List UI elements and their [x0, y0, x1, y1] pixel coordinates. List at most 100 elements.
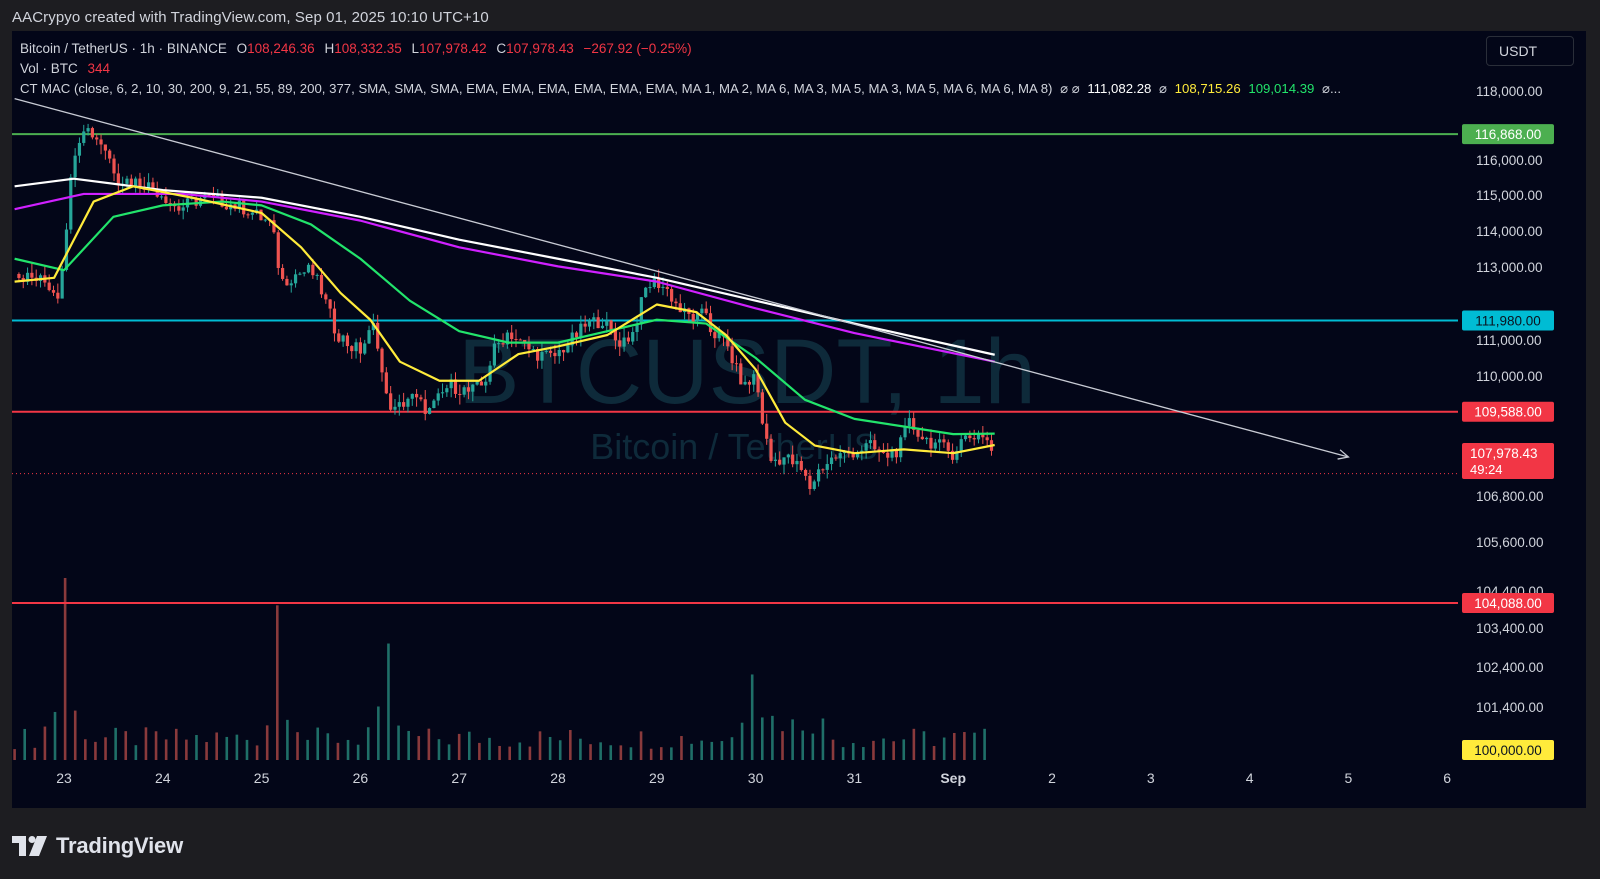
bottom-price-badge-text: 100,000.00	[1474, 743, 1542, 758]
volume-bar	[670, 747, 673, 760]
candle-body	[717, 332, 721, 339]
candle-body	[644, 287, 648, 298]
candle-body	[125, 178, 129, 184]
candle-body	[786, 454, 790, 458]
x-tick-label: 6	[1443, 770, 1451, 786]
volume-bar	[346, 739, 350, 760]
y-tick-label: 113,000.00	[1476, 260, 1543, 275]
volume-bar	[488, 737, 491, 760]
legend-indicator-value-1: 111,082.28	[1087, 81, 1152, 96]
candle-body	[376, 322, 380, 349]
y-tick-label: 110,000.00	[1476, 369, 1543, 384]
level-badge-3-text: 104,088.00	[1474, 596, 1542, 611]
legend-high-label: H	[324, 41, 335, 56]
volume-bar	[690, 743, 693, 760]
volume-bar	[659, 747, 663, 760]
volume-bar	[195, 735, 198, 760]
candle-body	[665, 286, 669, 290]
candle-body	[968, 435, 972, 439]
candle-body	[834, 457, 838, 459]
candle-body	[553, 352, 557, 357]
candle-body	[458, 393, 462, 395]
candle-body	[514, 339, 518, 341]
candle-body	[246, 214, 250, 216]
level-badge-3-bg	[1462, 593, 1554, 613]
volume-bar	[447, 744, 451, 760]
volume-bar	[892, 741, 895, 760]
candle-body	[47, 282, 51, 291]
candle-body	[363, 343, 367, 354]
candle-body	[471, 384, 475, 392]
volume-bar	[114, 727, 117, 760]
volume-bar	[750, 674, 754, 760]
volume-bar	[902, 739, 906, 760]
candle-body	[791, 454, 795, 465]
volume-bar	[104, 737, 107, 760]
candle-body	[747, 381, 752, 385]
y-tick-label: 102,400.00	[1476, 660, 1544, 675]
candle-body	[566, 345, 570, 353]
volume-bar	[255, 745, 259, 760]
candle-body	[194, 198, 198, 206]
candle-body	[946, 442, 950, 451]
legend-indicator-value-2: 108,715.26	[1174, 81, 1241, 96]
legend-change: −267.92 (−0.25%)	[583, 41, 692, 56]
candle-body	[440, 392, 445, 394]
candle-body	[393, 406, 397, 410]
y-tick-label: 106,800.00	[1476, 489, 1544, 504]
y-tick-label: 111,000.00	[1476, 333, 1542, 348]
candle-body	[56, 292, 60, 299]
candle-body	[151, 182, 155, 190]
tradingview-brand: TradingView	[12, 833, 183, 859]
volume-bar	[397, 725, 400, 760]
candle-body	[103, 144, 107, 151]
y-tick-label: 115,000.00	[1476, 188, 1543, 203]
candle-body	[942, 439, 946, 443]
legend-indicator-label[interactable]: CT MAC (close, 6, 2, 10, 30, 200, 9, 21,…	[20, 81, 1053, 96]
x-tick-label: 29	[649, 770, 665, 786]
candle-body	[505, 332, 509, 345]
volume-bar	[53, 711, 57, 760]
currency-selector[interactable]: USDT	[1486, 36, 1574, 66]
volume-bar	[33, 747, 37, 760]
candle-body	[929, 437, 933, 449]
candle-body	[864, 443, 868, 451]
candle-body	[332, 308, 337, 334]
legend-symbol[interactable]: Bitcoin / TetherUS · 1h · BINANCE	[20, 41, 227, 56]
candle-body	[579, 323, 583, 338]
candle-body	[211, 194, 216, 197]
candle-body	[730, 346, 734, 364]
tradingview-wordmark: TradingView	[56, 833, 183, 858]
candle-body	[536, 349, 540, 361]
candle-body	[561, 349, 566, 353]
candle-body	[51, 290, 56, 293]
volume-bar	[316, 727, 320, 760]
volume-bar	[245, 739, 249, 760]
candle-body	[773, 459, 777, 461]
candle-body	[618, 340, 622, 347]
candle-body	[263, 219, 267, 221]
candle-body	[479, 381, 484, 386]
volume-bar	[498, 745, 501, 760]
candle-body	[293, 274, 298, 284]
volume-bar	[740, 722, 744, 760]
candle-body	[311, 264, 315, 276]
volume-bar	[73, 710, 77, 760]
volume-bar	[84, 739, 87, 760]
candle-body	[894, 450, 898, 458]
candle-body	[367, 330, 371, 344]
volume-bar	[144, 727, 148, 760]
volume-bar	[548, 736, 552, 760]
legend-vol-label[interactable]: Vol · BTC	[20, 61, 78, 76]
candle-body	[328, 299, 332, 309]
chart-area[interactable]: BTCUSDT, 1h Bitcoin / TetherUS 118,000.00 1…	[12, 31, 1586, 808]
candle-body	[661, 286, 665, 288]
ma-magenta-line	[14, 192, 995, 363]
bottom-price-badge-bg	[1462, 740, 1554, 760]
volume-bar	[387, 643, 390, 760]
candle-body	[765, 423, 769, 439]
volume-bar	[508, 746, 512, 760]
candle-body	[592, 317, 596, 321]
volume-bar	[437, 739, 441, 760]
